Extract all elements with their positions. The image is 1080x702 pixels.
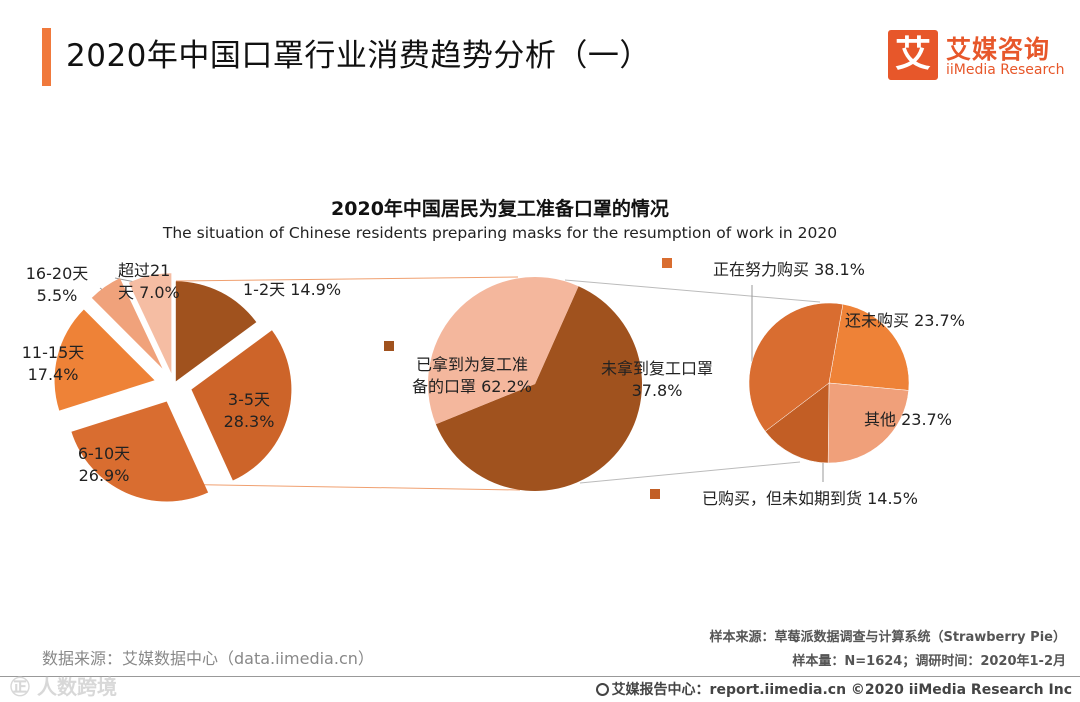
connector-lines [99, 276, 824, 491]
label-trying-to-buy: 正在努力购买 38.1% [713, 260, 865, 279]
watermark: ㊣ 人数跨境 [10, 675, 117, 699]
unobtained-slice-4 [748, 302, 844, 432]
globe-icon [595, 683, 609, 696]
label-3-5-days: 3-5天 28.3% [224, 390, 275, 431]
main-slice-1 [435, 286, 643, 492]
page-title: 2020年中国口罩行业消费趋势分析（一） [66, 38, 651, 74]
logo-name-cn: 艾媒咨询 [946, 35, 1051, 64]
connector-bottom-left [159, 483, 521, 491]
legend-marker-trying [662, 258, 672, 268]
iimedia-logo[interactable]: 艾 艾媒咨询 iiMedia Research [888, 30, 1068, 82]
data-source: 数据来源：艾媒数据中心（data.iimedia.cn） [42, 649, 374, 668]
connector-bottom-right [579, 461, 801, 484]
legend-marker-obtained [384, 341, 394, 351]
days-slice-3 [71, 401, 209, 502]
days-slice-1 [175, 281, 257, 382]
sample-source: 样本来源：草莓派数据调查与计算系统（Strawberry Pie） [709, 630, 1066, 645]
unobtained-slice-1 [828, 303, 910, 391]
label-6-10-days: 6-10天 26.9% [78, 444, 130, 485]
report-center[interactable]: 艾媒报告中心：report.iimedia.cn ©2020 iiMedia R… [595, 679, 1072, 699]
days-slice-5 [91, 278, 163, 369]
label-16-20-days: 16-20天 5.5% [26, 264, 89, 305]
connector-top-left [175, 276, 519, 282]
label-11-15-days: 11-15天 17.4% [22, 343, 85, 384]
chart-title: 2020年中国居民为复工准备口罩的情况 [331, 197, 669, 220]
unobtained-slice-3 [764, 382, 830, 464]
chart-subtitle: The situation of Chinese residents prepa… [162, 224, 837, 242]
label-other: 其他 23.7% [864, 410, 952, 429]
label-over-21-days: 超过21 天 7.0% [118, 261, 180, 302]
label-obtained: 已拿到为复工准备的口罩 62.2% [412, 355, 532, 396]
title-accent-bar [42, 28, 51, 86]
days-slice-4 [54, 309, 155, 411]
unobtained-slice-2 [827, 382, 909, 464]
label-not-bought: 还未购买 23.7% [845, 311, 965, 330]
logo-name-en: iiMedia Research [946, 62, 1065, 78]
days-slice-2 [191, 330, 292, 481]
legend-marker-delayed [650, 489, 660, 499]
label-bought-delayed: 已购买，但未如期到货 14.5% [702, 489, 918, 508]
logo-mark: 艾 [888, 30, 938, 80]
main-slice-2 [428, 277, 579, 425]
footer-divider [0, 676, 1080, 677]
days-slice-6 [128, 273, 172, 374]
connector-top-right [564, 279, 821, 303]
sample-size: 样本量：N=1624；调研时间：2020年1-2月 [792, 654, 1066, 669]
label-1-2-days: 1-2天 14.9% [243, 280, 341, 299]
report-center-text: 艾媒报告中心：report.iimedia.cn ©2020 iiMedia R… [611, 682, 1072, 698]
label-not-obtained: 未拿到复工口罩 37.8% [601, 359, 713, 400]
